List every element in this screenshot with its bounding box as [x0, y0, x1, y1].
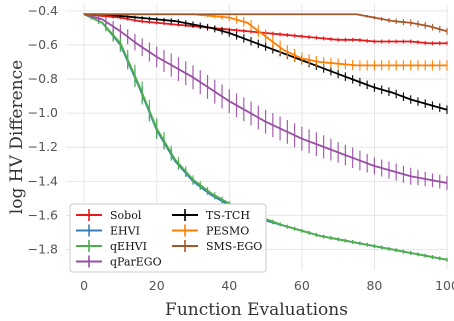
series-line	[84, 13, 448, 111]
legend-label: TS-TCH	[206, 209, 250, 222]
legend-entry: qParEGO	[76, 255, 162, 269]
x-tick-label: 40	[221, 278, 237, 293]
y-tick-label: −1.2	[28, 139, 58, 154]
series-line	[83, 13, 448, 184]
series-qparego	[83, 13, 448, 190]
x-tick-labels: 0 20 40 60 80 100	[80, 278, 454, 293]
legend-entry: TS-TCH	[172, 209, 250, 222]
legend-entry: Sobol	[76, 209, 142, 222]
legend-box	[69, 203, 267, 273]
legend-label: PESMO	[206, 225, 249, 238]
series-group	[83, 13, 448, 262]
x-tick-label: 80	[366, 278, 382, 293]
legend-label: EHVI	[110, 225, 140, 238]
legend: Sobol EHVI qEHVI qParEGO TS-TCH PESMO SMS-EGO	[69, 203, 267, 273]
legend-label: SMS-EGO	[206, 240, 262, 253]
y-axis-label: log HV Difference	[7, 60, 27, 214]
x-tick-label: 0	[80, 278, 88, 293]
y-tick-label: −1.0	[28, 105, 58, 120]
series-sms-ego	[83, 13, 448, 35]
y-tick-label: −0.4	[28, 3, 58, 18]
y-tick-label: −1.6	[28, 207, 58, 222]
series-line	[84, 13, 448, 33]
legend-entry: qEHVI	[76, 240, 147, 253]
legend-label: Sobol	[110, 209, 142, 222]
x-axis-label: Function Evaluations	[165, 300, 348, 320]
y-tick-label: −1.8	[28, 242, 58, 257]
legend-label: qEHVI	[110, 240, 147, 253]
legend-label: qParEGO	[110, 256, 162, 269]
x-tick-label: 20	[149, 278, 165, 293]
y-tick-label: −0.6	[28, 37, 58, 52]
y-tick-label: −0.8	[28, 71, 58, 86]
x-tick-label: 60	[294, 278, 310, 293]
y-tick-labels: −0.4 −0.6 −0.8 −1.0 −1.2 −1.4 −1.6 −1.8	[28, 3, 58, 257]
y-tick-label: −1.4	[28, 173, 58, 188]
legend-entry: PESMO	[172, 224, 249, 238]
x-tick-label: 100	[435, 278, 454, 293]
legend-entry: EHVI	[76, 224, 140, 238]
legend-entry: SMS-EGO	[172, 240, 262, 253]
